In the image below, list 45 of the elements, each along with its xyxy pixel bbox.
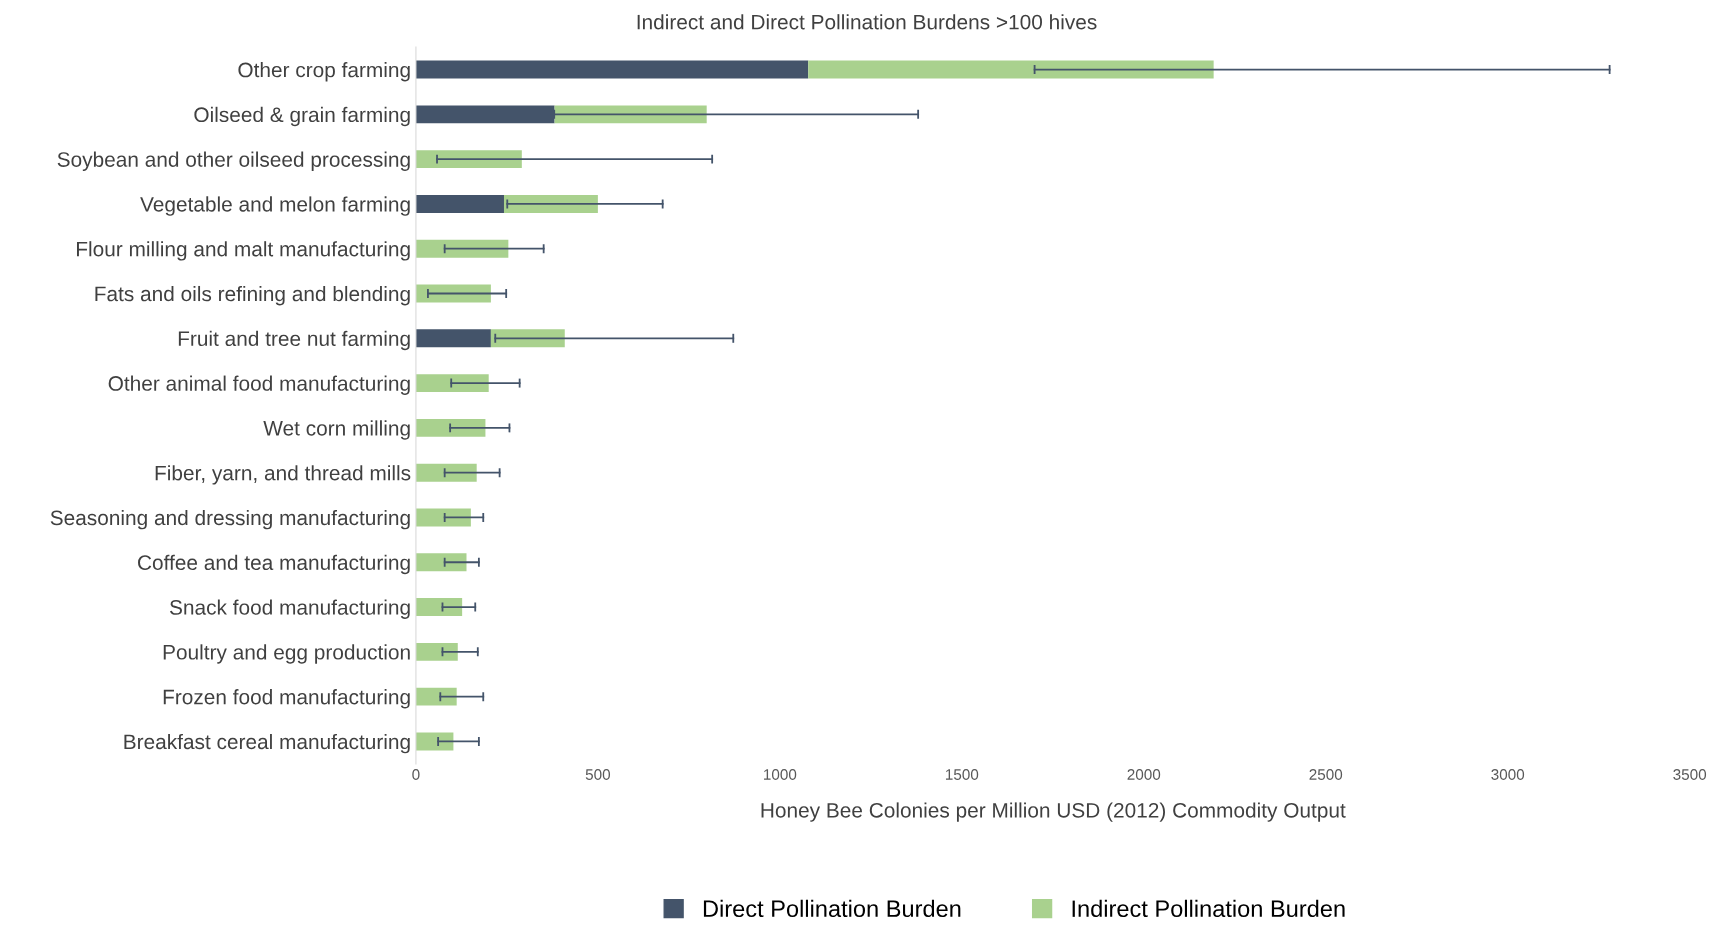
- y-tick-label: Soybean and other oilseed processing: [57, 151, 410, 171]
- y-tick-label: Wet corn milling: [263, 420, 410, 440]
- y-tick-label: Oilseed & grain farming: [194, 106, 410, 127]
- y-tick-label: Frozen food manufacturing: [163, 689, 410, 709]
- x-tick-label: 3500: [1673, 769, 1707, 780]
- y-tick-label: Fruit and tree nut farming: [178, 330, 410, 351]
- y-tick-label: Poultry and egg production: [163, 644, 410, 664]
- x-tick-label: 3000: [1491, 769, 1525, 780]
- y-tick-label: Other crop farming: [238, 62, 410, 82]
- y-tick-label: Fiber, yarn, and thread mills: [155, 465, 411, 485]
- legend-label: Indirect Pollination Burden: [1072, 899, 1345, 918]
- bar: [415, 732, 454, 751]
- y-tick-label: Breakfast cereal manufacturing: [124, 733, 410, 754]
- x-tick-label: 0: [412, 769, 420, 780]
- bar: [415, 60, 809, 79]
- bar: [415, 687, 457, 706]
- bar: [415, 329, 491, 348]
- y-tick-label: Other animal food manufacturing: [108, 375, 410, 395]
- y-tick-label: Coffee and tea manufacturing: [138, 554, 410, 575]
- x-tick-label: 1500: [945, 769, 979, 780]
- bar: [415, 508, 471, 527]
- y-tick-label: Vegetable and melon farming: [140, 196, 410, 216]
- bar: [415, 463, 477, 482]
- y-tick-label: Fats and oils refining and blending: [95, 285, 410, 306]
- legend-label: Direct Pollination Burden: [703, 899, 961, 918]
- chart-title: Indirect and Direct Pollination Burdens >100 hives: [637, 14, 1097, 30]
- bar: [415, 105, 555, 124]
- bar: [415, 374, 489, 393]
- x-tick-label: 2000: [1127, 769, 1161, 780]
- bar: [808, 60, 1214, 79]
- x-tick-label: 1000: [764, 769, 797, 780]
- y-tick-label: Snack food manufacturing: [169, 599, 410, 619]
- x-axis-title: Honey Bee Colonies per Million USD (2012) Commodity Output: [761, 802, 1346, 822]
- y-tick-label: Seasoning and dressing manufacturing: [50, 509, 410, 530]
- y-tick-label: Flour milling and malt manufacturing: [77, 241, 410, 261]
- bar: [415, 194, 504, 213]
- x-tick-label: 2500: [1309, 769, 1343, 780]
- bar: [415, 598, 463, 617]
- bar: [415, 553, 467, 572]
- bar: [415, 642, 458, 661]
- bar: [415, 284, 491, 303]
- x-tick-label: 500: [585, 769, 611, 780]
- bar: [415, 150, 522, 169]
- bar: [415, 239, 509, 258]
- bar: [415, 418, 486, 437]
